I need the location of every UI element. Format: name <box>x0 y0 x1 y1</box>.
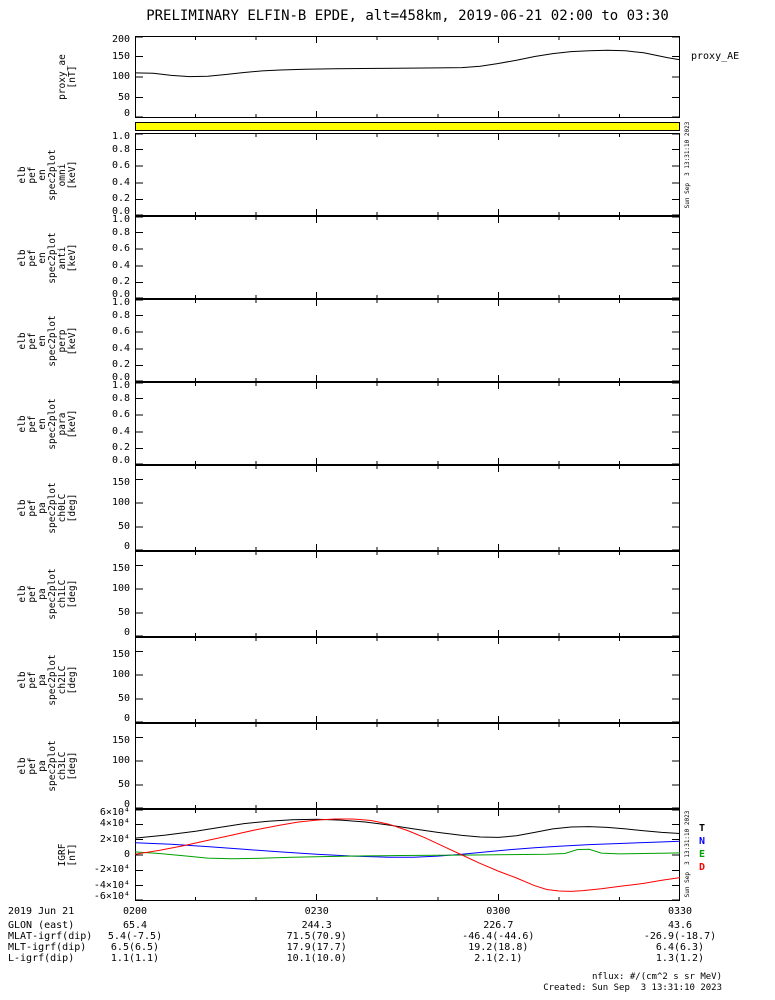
y-tick-label: 100 <box>111 583 130 595</box>
y-tick-label: 0.8 <box>111 309 130 321</box>
footer-value: 0230 <box>304 906 329 917</box>
footer-row-label: MLAT-igrf(dip) <box>8 931 93 942</box>
y-tick-label: 100 <box>111 497 130 509</box>
y-tick-label: 0 <box>123 799 130 810</box>
legend-label-T: T <box>699 823 706 834</box>
y-tick-label: -4×10⁴ <box>93 879 130 891</box>
panel-elb_pef_en_spec2plot_omni <box>135 133 680 216</box>
footer-value: 2.1(2.1) <box>474 953 523 964</box>
side-timestamp-top: Sun Sep 3 13:31:10 2023 <box>684 121 691 209</box>
footer-value: 17.9(17.7) <box>286 942 347 953</box>
panel-igrf <box>135 809 680 901</box>
footer-row-label: L-igrf(dip) <box>8 953 75 964</box>
legend-label-N: N <box>699 836 706 847</box>
panel-right-label: proxy_AE <box>691 51 740 62</box>
y-tick-label: 2×10⁴ <box>99 833 130 845</box>
y-tick-label: 0.4 <box>111 259 130 271</box>
footer-value: 6.4(6.3) <box>655 942 705 953</box>
legend-label-E: E <box>699 849 706 860</box>
y-tick-label: 50 <box>117 693 130 705</box>
y-tick-label: 100 <box>111 669 130 681</box>
y-tick-label: 0.4 <box>111 176 130 188</box>
y-tick-label: 0 <box>123 108 130 119</box>
y-tick-label: 0.8 <box>111 226 130 238</box>
nflux-units-note: nflux: #/(cm^2 s sr MeV) <box>591 972 722 982</box>
footer-value: 1.3(1.2) <box>655 953 705 964</box>
footer-row-label: MLT-igrf(dip) <box>8 942 87 953</box>
footer-value: 65.4 <box>122 920 148 931</box>
y-tick-label: 0.0 <box>111 289 130 300</box>
y-tick-label: 150 <box>111 563 130 575</box>
y-tick-label: 150 <box>111 477 130 489</box>
footer-value: 1.1(1.1) <box>110 953 160 964</box>
y-tick-label: 0 <box>123 541 130 552</box>
footer-value: 0300 <box>486 906 511 917</box>
y-tick-label: 1.0 <box>111 380 130 391</box>
legend-label-D: D <box>699 862 706 873</box>
footer-value: 0200 <box>122 906 148 917</box>
panel-elb_pef_pa_spec2plot_ch2LC <box>135 637 680 723</box>
y-tick-label: 0.2 <box>111 193 130 205</box>
panel-elb_pef_pa_spec2plot_ch1LC <box>135 551 680 637</box>
footer-value: 0330 <box>667 906 693 917</box>
y-tick-label: 0.2 <box>111 276 130 288</box>
panel-proxy_ae <box>135 36 680 118</box>
y-tick-label: 1.0 <box>111 214 130 225</box>
y-tick-label: 0 <box>123 627 130 638</box>
y-tick-label: 0.2 <box>111 442 130 454</box>
y-tick-label: 50 <box>117 91 130 103</box>
footer-value: 19.2(18.8) <box>468 942 529 953</box>
y-tick-label: 100 <box>111 755 130 767</box>
y-tick-label: 0.6 <box>111 160 130 172</box>
y-tick-label: 0.0 <box>111 372 130 383</box>
footer-row-label: 2019 Jun 21 <box>8 906 75 917</box>
y-tick-label: 0 <box>123 849 130 860</box>
footer-value: 5.4(-7.5) <box>107 931 163 942</box>
footer-value: -26.9(-18.7) <box>643 931 717 942</box>
footer-value: 71.5(70.9) <box>286 931 347 942</box>
y-tick-label: -6×10⁴ <box>93 891 130 902</box>
y-tick-label: 1.0 <box>111 131 130 142</box>
y-tick-label: 0.2 <box>111 359 130 371</box>
y-tick-label: 100 <box>111 71 130 82</box>
y-tick-label: 200 <box>111 34 130 45</box>
footer-value: 10.1(10.0) <box>286 953 347 964</box>
y-tick-label: 50 <box>117 607 130 619</box>
footer-value: 43.6 <box>667 920 693 931</box>
panel-elb_pef_en_spec2plot_para <box>135 382 680 465</box>
y-tick-label: 0.6 <box>111 326 130 338</box>
panel-elb_pef_pa_spec2plot_ch3LC <box>135 723 680 809</box>
y-tick-label: 0.4 <box>111 425 130 437</box>
y-tick-label: 1.0 <box>111 297 130 308</box>
y-tick-label: 50 <box>117 521 130 533</box>
plot-title: PRELIMINARY ELFIN-B EPDE, alt=458km, 201… <box>146 8 669 24</box>
y-tick-label: 50 <box>117 779 130 791</box>
footer-row-label: GLON (east) <box>8 920 75 931</box>
y-tick-label: 0.6 <box>111 243 130 255</box>
footer-value: 244.3 <box>301 920 332 931</box>
y-tick-label: 0.8 <box>111 143 130 155</box>
side-timestamp-bottom: Sun Sep 3 13:31:10 2023 <box>684 810 691 898</box>
y-tick-label: 150 <box>111 50 130 62</box>
panel-elb_pef_en_spec2plot_perp <box>135 299 680 382</box>
y-tick-label: 0.4 <box>111 342 130 354</box>
y-tick-label: 6×10⁴ <box>99 807 130 818</box>
quality-flag-bar <box>135 122 680 131</box>
y-tick-label: 0.0 <box>111 455 130 466</box>
y-tick-label: 0.6 <box>111 409 130 421</box>
footer-value: 6.5(6.5) <box>110 942 160 953</box>
footer-value: 226.7 <box>483 920 514 931</box>
y-tick-label: 150 <box>111 649 130 661</box>
panel-elb_pef_pa_spec2plot_ch0LC <box>135 465 680 551</box>
y-tick-label: 0.8 <box>111 392 130 404</box>
y-tick-label: 150 <box>111 735 130 747</box>
created-timestamp: Created: Sun Sep 3 13:31:10 2023 <box>543 983 722 993</box>
y-tick-label: 0.0 <box>111 206 130 217</box>
y-tick-label: 4×10⁴ <box>99 818 130 830</box>
y-tick-label: 0 <box>123 713 130 724</box>
y-tick-label: -2×10⁴ <box>93 864 130 876</box>
footer-value: -46.4(-44.6) <box>462 931 535 942</box>
panel-elb_pef_en_spec2plot_anti <box>135 216 680 299</box>
